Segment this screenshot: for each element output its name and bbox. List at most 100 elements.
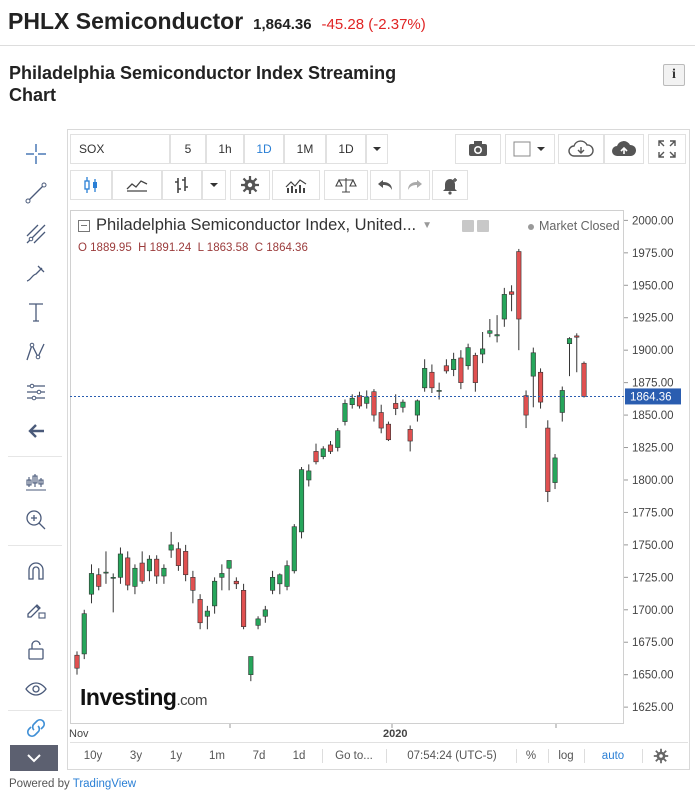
x-tick-label: 2020 <box>383 728 407 740</box>
eye-icon[interactable] <box>18 673 54 705</box>
candle-body <box>233 580 239 585</box>
link-icon[interactable] <box>18 712 54 744</box>
log-scale-toggle[interactable]: log <box>558 750 574 762</box>
candle-body <box>88 573 95 595</box>
legend-actions <box>462 220 489 232</box>
indicators-icon[interactable] <box>272 170 320 200</box>
clock-time[interactable]: 07:54:24 (UTC-5) <box>407 750 497 762</box>
candle-body <box>465 347 471 367</box>
candle-body <box>574 335 580 338</box>
open-label: O <box>78 242 87 254</box>
range-1y[interactable]: 1y <box>169 750 183 762</box>
zoom-icon[interactable] <box>18 504 54 536</box>
candle-body <box>320 448 326 457</box>
undo-icon[interactable] <box>370 170 400 200</box>
range-1d[interactable]: 1d <box>292 750 306 762</box>
toolbar-divider <box>8 545 62 546</box>
logo-suffix: .com <box>176 692 207 709</box>
collapse-legend-icon[interactable] <box>78 219 90 232</box>
fullscreen-icon[interactable] <box>648 134 686 164</box>
lock-pencil-icon[interactable] <box>18 594 54 626</box>
alert-icon[interactable] <box>432 170 468 200</box>
cloud-download-icon[interactable] <box>558 134 604 164</box>
x-tick-label: Nov <box>69 728 89 740</box>
gear-icon[interactable] <box>648 743 674 769</box>
gear-icon[interactable] <box>477 220 489 232</box>
goto-date-button[interactable]: Go to... <box>335 750 373 762</box>
trendline-icon[interactable] <box>18 177 54 209</box>
candle-body <box>530 352 536 377</box>
candle-body <box>356 395 363 407</box>
candle-body <box>545 427 551 492</box>
candle-body <box>277 574 283 585</box>
chevron-down-icon[interactable] <box>10 745 58 771</box>
bars-icon[interactable] <box>162 170 202 200</box>
symbol-input[interactable]: SOX <box>70 134 170 164</box>
close-label: C <box>254 242 264 254</box>
open-value: 1889.95 <box>90 242 132 254</box>
candle-body <box>284 565 290 587</box>
interval-button[interactable]: 1M <box>284 134 326 164</box>
area-icon[interactable] <box>112 170 162 200</box>
text-icon[interactable] <box>18 296 54 328</box>
redo-icon[interactable] <box>400 170 430 200</box>
candle-body <box>226 560 232 569</box>
low-value: 1863.58 <box>206 242 249 254</box>
candle-body <box>523 395 529 416</box>
interval-button[interactable]: 1h <box>206 134 244 164</box>
interval-button[interactable]: 1D <box>326 134 366 164</box>
interval-button[interactable]: 1D <box>244 134 284 164</box>
magnet-icon[interactable] <box>18 555 54 587</box>
range-1m[interactable]: 1m <box>209 750 225 762</box>
back-arrow-icon[interactable] <box>18 415 54 447</box>
camera-icon[interactable] <box>455 134 501 164</box>
color-swatch-icon[interactable] <box>505 134 555 164</box>
interval-button[interactable]: 5 <box>170 134 206 164</box>
candle-body <box>429 371 435 389</box>
caret-down-icon[interactable]: ▼ <box>422 220 433 231</box>
y-tick-label: 1750.00 <box>632 540 674 552</box>
compare-icon[interactable] <box>324 170 368 200</box>
percent-scale-toggle[interactable]: % <box>525 750 537 762</box>
pitchfork-icon[interactable] <box>18 218 54 250</box>
candle-body <box>212 580 218 607</box>
auto-scale-toggle[interactable]: auto <box>601 750 625 762</box>
candle-body <box>385 423 391 441</box>
candle-body <box>161 567 167 577</box>
unlock-icon[interactable] <box>18 634 54 666</box>
y-tick-label: 1625.00 <box>632 702 674 714</box>
candle-body <box>451 358 457 370</box>
candle-body <box>117 553 124 578</box>
candle-body <box>139 562 145 582</box>
chart-type-dropdown[interactable] <box>202 170 226 200</box>
chart-pane[interactable] <box>70 210 624 724</box>
range-10y[interactable]: 10y <box>83 750 103 762</box>
gear-icon[interactable] <box>230 170 270 200</box>
candle-body <box>487 330 493 334</box>
y-tick-label: 1975.00 <box>632 248 674 260</box>
brush-icon[interactable] <box>18 258 54 290</box>
y-tick-label: 1650.00 <box>632 670 674 682</box>
cloud-upload-icon[interactable] <box>604 134 644 164</box>
pattern-icon[interactable] <box>18 336 54 368</box>
candles-icon[interactable] <box>70 170 112 200</box>
range-7d[interactable]: 7d <box>252 750 266 762</box>
candle-body <box>248 656 254 675</box>
eye-icon[interactable] <box>462 220 474 232</box>
candle-body <box>335 430 341 448</box>
tradingview-link[interactable]: TradingView <box>72 778 137 790</box>
candle-body <box>494 334 500 337</box>
candle-body <box>219 573 225 578</box>
high-label: H <box>138 242 147 254</box>
candle-body <box>509 291 515 295</box>
candle-body <box>537 371 544 403</box>
bar-pattern-icon[interactable] <box>18 465 54 497</box>
interval-dropdown[interactable] <box>366 134 388 164</box>
price-change: -45.28 (-2.37%) <box>321 16 426 33</box>
measure-icon[interactable] <box>18 376 54 408</box>
crosshair-icon[interactable] <box>18 138 54 170</box>
y-tick-label: 1700.00 <box>632 605 674 617</box>
candle-body <box>559 390 565 413</box>
range-3y[interactable]: 3y <box>129 750 143 762</box>
info-icon[interactable]: i <box>663 64 685 86</box>
